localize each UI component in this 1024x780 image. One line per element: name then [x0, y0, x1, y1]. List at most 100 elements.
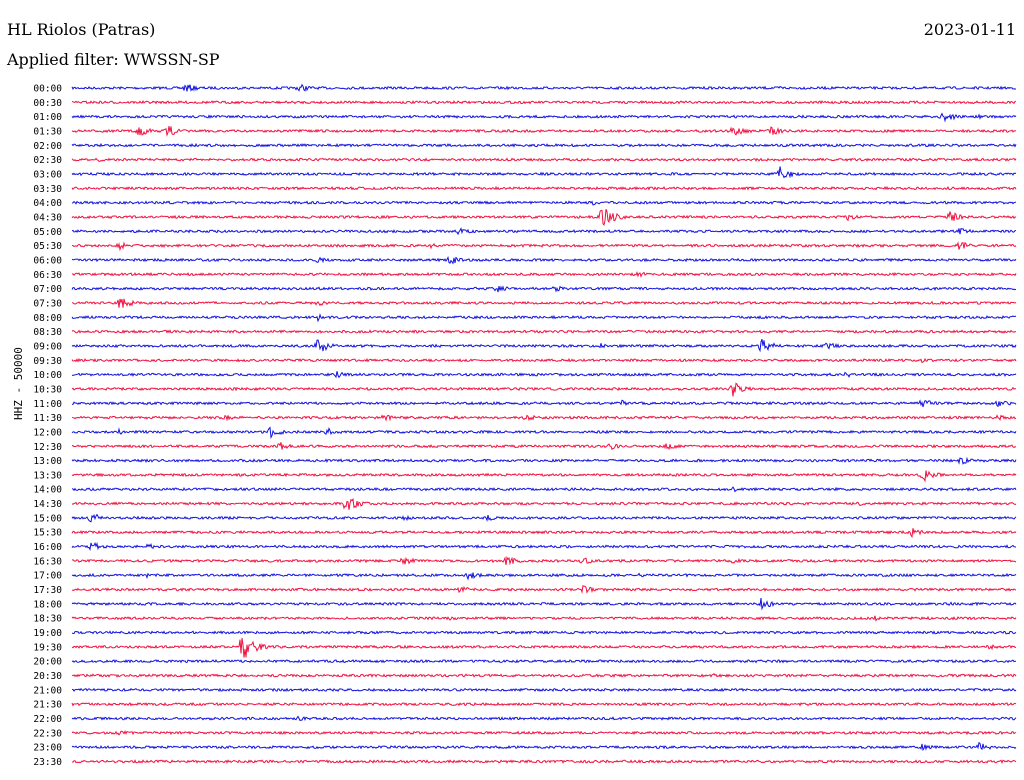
time-label: 23:30	[33, 757, 62, 768]
time-label: 06:30	[33, 270, 62, 281]
time-label: 21:30	[33, 700, 62, 711]
time-label: 01:00	[33, 112, 62, 123]
trace-line	[71, 556, 1017, 566]
time-label: 08:00	[33, 313, 62, 324]
time-label: 15:00	[33, 513, 62, 524]
trace-line	[71, 399, 1017, 408]
time-label: 17:00	[33, 571, 62, 582]
trace-line	[71, 598, 1017, 611]
time-label: 22:30	[33, 728, 62, 739]
trace-line	[71, 456, 1017, 465]
trace-line	[71, 630, 1017, 635]
time-label: 20:00	[33, 657, 62, 668]
time-label: 16:00	[33, 542, 62, 553]
trace-line	[71, 528, 1017, 538]
date-label: 2023-01-11	[923, 20, 1016, 39]
trace-line	[71, 572, 1017, 581]
time-label: 04:30	[33, 212, 62, 223]
filter-label: Applied filter: WWSSN-SP	[7, 50, 220, 69]
trace-line	[71, 741, 1017, 752]
time-label: 11:30	[33, 413, 62, 424]
time-label: 09:30	[33, 356, 62, 367]
trace-line	[71, 100, 1017, 105]
trace-line	[71, 426, 1017, 440]
trace-line	[71, 209, 1016, 226]
time-label: 02:30	[33, 155, 62, 166]
time-label: 18:00	[33, 599, 62, 610]
trace-line	[71, 759, 1017, 764]
trace-line	[71, 157, 1017, 162]
trace-line	[71, 313, 1017, 323]
time-label: 04:00	[33, 198, 62, 209]
time-label: 22:00	[33, 714, 62, 725]
time-label: 05:00	[33, 227, 62, 238]
time-label: 05:30	[33, 241, 62, 252]
trace-line	[71, 715, 1017, 722]
trace-line	[71, 298, 1017, 308]
time-label: 13:00	[33, 456, 62, 467]
time-label: 03:00	[33, 169, 62, 180]
trace-line	[71, 687, 1017, 693]
time-label: 13:30	[33, 470, 62, 481]
time-label: 01:30	[33, 126, 62, 137]
time-label: 02:00	[33, 141, 62, 152]
time-label: 20:30	[33, 671, 62, 682]
time-label: 12:30	[33, 442, 62, 453]
trace-line	[71, 442, 1017, 451]
time-label: 06:00	[33, 255, 62, 266]
trace-line	[71, 497, 1017, 510]
time-label: 17:30	[33, 585, 62, 596]
trace-line	[71, 615, 1017, 622]
trace-line	[71, 659, 1016, 664]
time-label: 10:00	[33, 370, 62, 381]
trace-line	[71, 255, 1017, 265]
time-label: 07:30	[33, 298, 62, 309]
station-title: HL Riolos (Patras)	[7, 20, 156, 39]
time-label: 14:30	[33, 499, 62, 510]
time-label: 19:00	[33, 628, 62, 639]
trace-line	[71, 270, 1017, 278]
trace-line	[71, 585, 1017, 594]
trace-line	[71, 339, 1017, 353]
trace-line	[71, 285, 1017, 293]
time-label: 07:00	[33, 284, 62, 295]
time-label: 15:30	[33, 528, 62, 539]
time-label: 11:00	[33, 399, 62, 410]
trace-line	[71, 637, 1017, 658]
trace-line	[71, 142, 1017, 148]
trace-line	[71, 185, 1017, 191]
trace-line	[71, 112, 1017, 123]
time-label: 08:30	[33, 327, 62, 338]
time-label: 10:30	[33, 384, 62, 395]
time-label: 18:30	[33, 614, 62, 625]
trace-line	[71, 470, 1017, 483]
trace-line	[71, 329, 1017, 334]
time-label: 19:30	[33, 642, 62, 653]
trace-line	[71, 513, 1017, 523]
time-label: 16:30	[33, 556, 62, 567]
time-label: 00:30	[33, 98, 62, 109]
trace-line	[71, 227, 1016, 236]
time-label: 14:00	[33, 485, 62, 496]
trace-line	[71, 200, 1017, 206]
trace-line	[71, 83, 1017, 92]
trace-line	[71, 486, 1017, 493]
trace-line	[71, 730, 1017, 736]
time-label: 03:30	[33, 184, 62, 195]
time-label: 09:00	[33, 341, 62, 352]
time-label: 12:00	[33, 427, 62, 438]
trace-line	[71, 166, 1017, 179]
trace-line	[71, 701, 1017, 707]
time-label: 23:00	[33, 743, 62, 754]
trace-line	[71, 382, 1016, 397]
trace-line	[71, 371, 1017, 379]
trace-line	[71, 126, 1017, 137]
time-label: 21:00	[33, 685, 62, 696]
trace-line	[71, 541, 1017, 551]
trace-line	[71, 241, 1017, 252]
trace-line	[71, 672, 1017, 678]
trace-line	[71, 414, 1017, 422]
time-label: 00:00	[33, 84, 62, 95]
trace-line	[71, 357, 1017, 364]
